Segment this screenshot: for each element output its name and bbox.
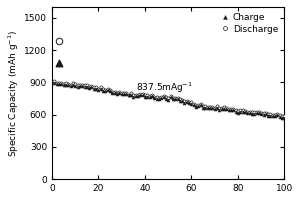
Legend: Charge, Discharge: Charge, Discharge [218, 11, 280, 35]
Charge [271, 115, 275, 118]
Charge [264, 113, 268, 116]
Charge [190, 102, 193, 105]
Charge [52, 82, 56, 84]
Point [57, 39, 62, 42]
Discharge [52, 80, 56, 82]
Charge [171, 98, 175, 100]
Y-axis label: Specific Capacity (mAh g$^{-1}$): Specific Capacity (mAh g$^{-1}$) [7, 29, 21, 157]
Discharge [106, 87, 110, 90]
Discharge [264, 112, 268, 115]
Discharge [190, 101, 193, 103]
Discharge [171, 97, 175, 99]
Charge [97, 89, 100, 91]
Point [57, 61, 62, 65]
Discharge [283, 115, 286, 118]
Text: 837.5mAg$^{-1}$: 837.5mAg$^{-1}$ [136, 81, 192, 95]
Charge [106, 88, 110, 91]
Line: Charge: Charge [53, 81, 286, 120]
Discharge [97, 88, 100, 90]
Line: Discharge: Discharge [53, 80, 286, 118]
Charge [283, 117, 286, 119]
Discharge [271, 114, 275, 116]
